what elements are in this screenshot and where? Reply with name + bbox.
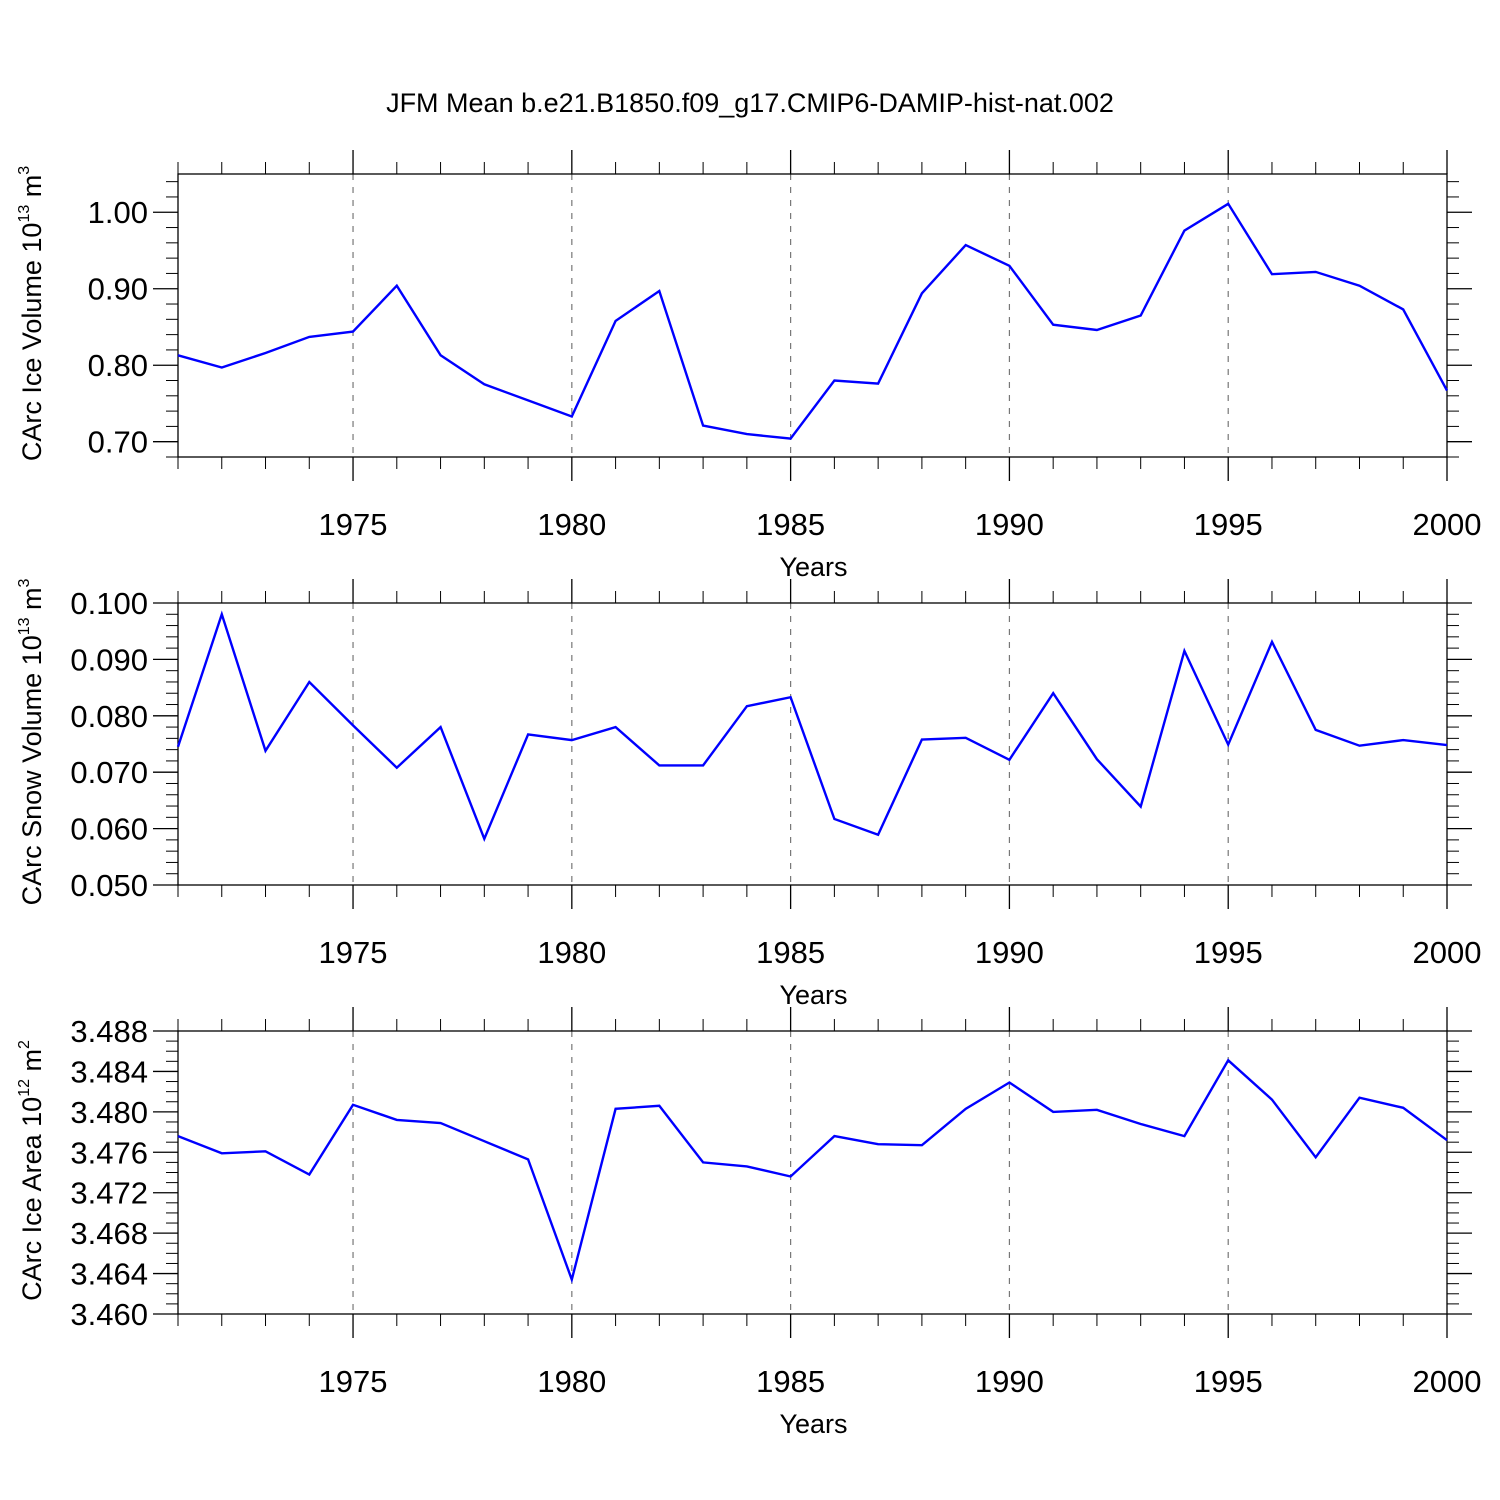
y-tick-label: 0.90 (88, 272, 148, 307)
y-axis-label: CArc Snow Volume 1013 m3 (16, 578, 47, 905)
y-axis-label-exponent: 3 (16, 166, 33, 175)
y-axis-label-text: m (17, 1049, 47, 1079)
x-tick-label: 1975 (319, 507, 388, 542)
y-axis-label-text: m (17, 175, 47, 205)
y-tick-label: 0.090 (70, 642, 148, 677)
y-axis-label-exponent: 2 (16, 1040, 33, 1049)
x-axis-label: Years (779, 980, 847, 1010)
x-tick-label: 1975 (319, 1364, 388, 1399)
x-tick-label: 1995 (1194, 935, 1263, 970)
y-tick-label: 3.480 (70, 1095, 148, 1130)
y-axis-label: CArc Ice Area 1012 m2 (16, 1040, 47, 1301)
x-tick-label: 1975 (319, 935, 388, 970)
x-tick-label: 2000 (1413, 935, 1482, 970)
y-tick-label: 3.488 (70, 1014, 148, 1049)
chart-title: JFM Mean b.e21.B1850.f09_g17.CMIP6-DAMIP… (386, 88, 1114, 118)
plot-frame (177, 1030, 1448, 1315)
y-axis-label-exponent: 3 (16, 578, 33, 587)
x-axis-label: Years (779, 1409, 847, 1439)
x-tick-label: 1990 (975, 507, 1044, 542)
y-tick-label: 3.476 (70, 1135, 148, 1170)
panel-1: 0.70 0.80 0.90 1.00 1975 1980 1985 1990 1995 2000… (16, 150, 1481, 582)
x-tick-label: 1985 (756, 935, 825, 970)
y-tick-label: 0.70 (88, 425, 148, 460)
y-axis-label-text: CArc Ice Area 10 (17, 1097, 47, 1301)
x-tick-label: 1980 (537, 1364, 606, 1399)
y-tick-label: 3.464 (70, 1257, 148, 1292)
panels: 0.70 0.80 0.90 1.00 1975 1980 1985 1990 1995 2000… (16, 150, 1481, 1439)
x-tick-label: 2000 (1413, 1364, 1482, 1399)
y-axis-label-exponent: 13 (16, 205, 33, 223)
x-tick-label: 1985 (756, 507, 825, 542)
x-tick-label: 1980 (537, 507, 606, 542)
y-tick-label: 3.460 (70, 1297, 148, 1332)
panel-3: 3.460 3.464 3.468 3.472 3.476 3.480 3.484 3.488… (16, 1007, 1481, 1439)
x-tick-label: 1995 (1194, 1364, 1263, 1399)
panel-2: 0.050 0.060 0.070 0.080 0.090 0.100 1975 1980 19… (16, 578, 1481, 1010)
y-axis-label: CArc Ice Volume 1013 m3 (16, 166, 47, 461)
x-tick-label: 1990 (975, 935, 1044, 970)
y-axis-label-text: CArc Snow Volume 10 (17, 635, 47, 905)
y-axis-label-exponent: 13 (16, 617, 33, 635)
x-tick-label: 1990 (975, 1364, 1044, 1399)
y-tick-label: 0.80 (88, 348, 148, 383)
y-tick-label: 0.060 (70, 812, 148, 847)
y-tick-label: 3.472 (70, 1176, 148, 1211)
plot-frame (177, 173, 1448, 458)
y-axis-label-text: m (17, 587, 47, 617)
y-tick-label: 1.00 (88, 195, 148, 230)
y-tick-label: 0.070 (70, 755, 148, 790)
plot-frame (177, 602, 1448, 886)
x-tick-label: 1980 (537, 935, 606, 970)
series-line (177, 1058, 1448, 1284)
series-line (176, 610, 1448, 842)
series-line (177, 202, 1449, 440)
y-tick-label: 3.484 (70, 1054, 148, 1089)
x-tick-label: 1985 (756, 1364, 825, 1399)
x-axis-label: Years (779, 552, 847, 582)
x-tick-label: 2000 (1413, 507, 1482, 542)
y-tick-label: 3.468 (70, 1216, 148, 1251)
y-tick-label: 0.050 (70, 868, 148, 903)
y-axis-label-text: CArc Ice Volume 10 (17, 223, 47, 462)
y-tick-label: 0.100 (70, 586, 148, 621)
x-tick-label: 1995 (1194, 507, 1263, 542)
y-tick-label: 0.080 (70, 699, 148, 734)
y-axis-label-exponent: 12 (16, 1079, 33, 1097)
